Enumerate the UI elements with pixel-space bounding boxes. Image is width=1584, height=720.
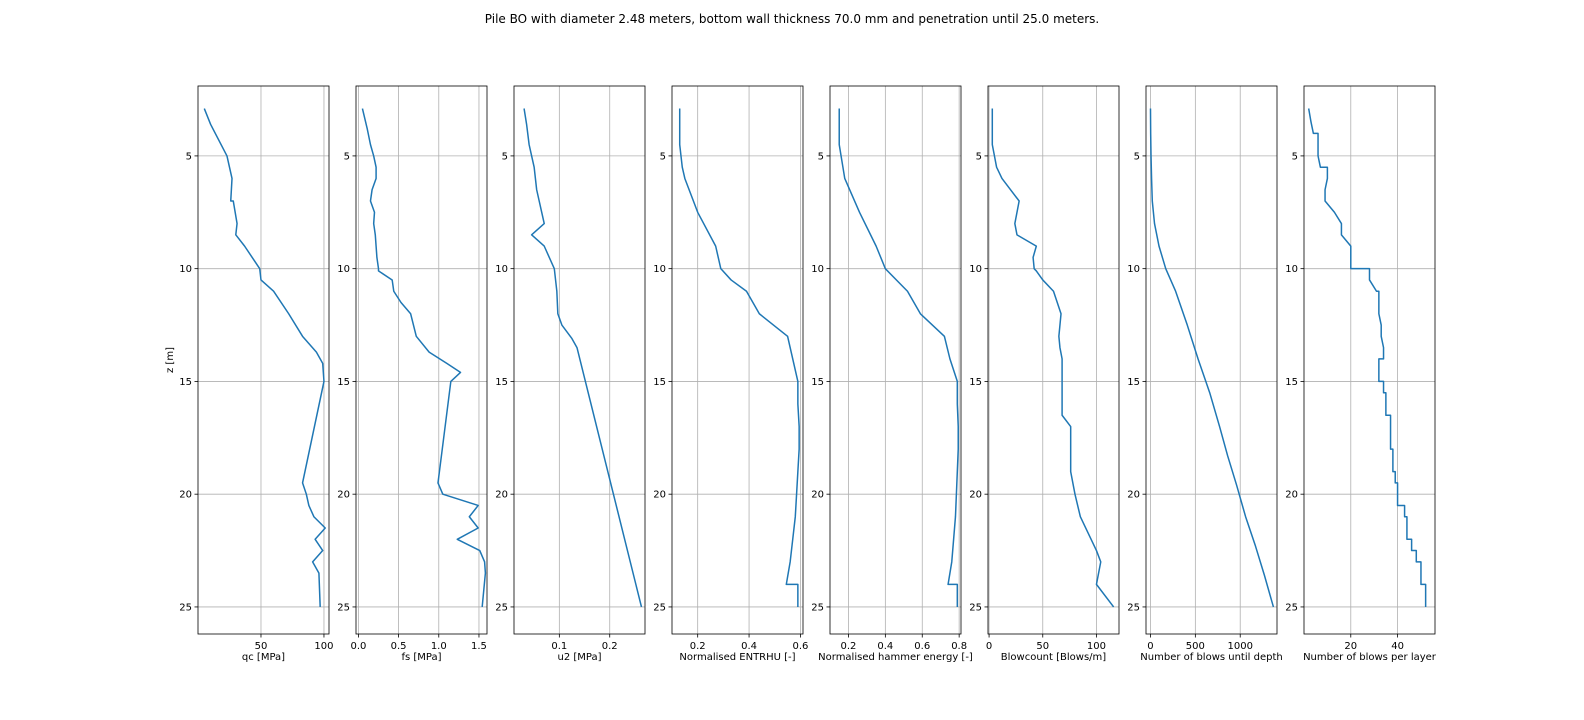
y-tick-label: 15 xyxy=(1285,377,1298,388)
x-tick-label: 0.1 xyxy=(551,641,567,652)
axes-frame xyxy=(1303,85,1436,635)
y-tick-label: 25 xyxy=(179,602,192,613)
y-tick-label: 10 xyxy=(495,264,508,275)
x-axis-label: fs [MPa] xyxy=(401,652,441,663)
x-axis-label: Number of blows per layer xyxy=(1303,652,1437,663)
y-tick-label: 25 xyxy=(653,602,666,613)
series-line xyxy=(203,108,326,607)
x-tick-label: 40 xyxy=(1391,641,1404,652)
series-line xyxy=(361,108,487,608)
y-tick-label: 20 xyxy=(179,490,192,501)
y-tick-label: 20 xyxy=(495,490,508,501)
y-tick-label: 25 xyxy=(811,602,824,613)
y-tick-label: 20 xyxy=(969,490,982,501)
y-tick-label: 15 xyxy=(179,377,192,388)
subplot-3: 0.1 0.2 5 10 15 20 25 u2 [MPa] xyxy=(495,85,646,663)
series-line xyxy=(1149,108,1275,608)
x-tick-label: 1.0 xyxy=(431,641,447,652)
y-tick-label: 15 xyxy=(811,377,824,388)
x-axis-label: Number of blows until depth xyxy=(1140,652,1282,663)
y-tick-label: 15 xyxy=(495,377,508,388)
x-axis-label: u2 [MPa] xyxy=(557,652,601,663)
subplot-2: 0.0 0.5 1.0 1.5 5 10 15 20 25 fs [MPa] xyxy=(337,85,488,663)
y-tick-label: 15 xyxy=(337,377,350,388)
axes-frame xyxy=(513,85,646,635)
y-axis-label: z [m] xyxy=(165,347,176,373)
y-tick-label: 25 xyxy=(969,602,982,613)
subplot-8: 20 40 5 10 15 20 25 Number of blows per layer xyxy=(1285,85,1437,663)
y-tick-label: 10 xyxy=(969,264,982,275)
y-tick-label: 25 xyxy=(1127,602,1140,613)
y-tick-label: 25 xyxy=(337,602,350,613)
series-line xyxy=(523,108,643,608)
y-tick-label: 20 xyxy=(337,490,350,501)
x-tick-label: 0.2 xyxy=(840,641,856,652)
y-tick-label: 10 xyxy=(337,264,350,275)
y-tick-label: 5 xyxy=(1292,151,1298,162)
y-tick-label: 15 xyxy=(969,377,982,388)
series-line xyxy=(991,108,1115,608)
y-tick-label: 25 xyxy=(1285,602,1298,613)
y-tick-label: 10 xyxy=(1285,264,1298,275)
x-tick-label: 0.4 xyxy=(741,641,757,652)
y-tick-label: 10 xyxy=(179,264,192,275)
x-tick-label: 0 xyxy=(1147,641,1153,652)
y-tick-label: 20 xyxy=(811,490,824,501)
y-tick-label: 5 xyxy=(660,151,666,162)
y-tick-label: 15 xyxy=(653,377,666,388)
x-tick-label: 500 xyxy=(1186,641,1205,652)
x-axis-label: Normalised hammer energy [-] xyxy=(818,652,973,663)
x-tick-label: 0.5 xyxy=(391,641,407,652)
y-tick-label: 5 xyxy=(502,151,508,162)
x-tick-label: 0.2 xyxy=(690,641,706,652)
x-tick-label: 0.2 xyxy=(602,641,618,652)
subplot-1: 50 100 5 10 15 20 25 qc [MPa] z [m] xyxy=(165,85,334,663)
x-tick-label: 100 xyxy=(314,641,333,652)
axes-frame xyxy=(197,85,330,635)
y-tick-label: 10 xyxy=(653,264,666,275)
series-line xyxy=(1307,108,1427,607)
subplot-6: 0 50 100 5 10 15 20 25 Blowcount [Blows/m] xyxy=(969,85,1120,663)
axes-frame xyxy=(671,85,804,635)
x-tick-label: 0.4 xyxy=(877,641,893,652)
y-tick-label: 5 xyxy=(1134,151,1140,162)
x-axis-label: qc [MPa] xyxy=(242,652,285,663)
y-tick-label: 20 xyxy=(1285,490,1298,501)
x-axis-label: Normalised ENTRHU [-] xyxy=(679,652,795,663)
y-tick-label: 5 xyxy=(818,151,824,162)
x-tick-label: 100 xyxy=(1087,641,1106,652)
y-tick-label: 20 xyxy=(1127,490,1140,501)
series-line xyxy=(678,108,800,607)
x-tick-label: 0.6 xyxy=(792,641,808,652)
x-axis-label: Blowcount [Blows/m] xyxy=(1001,652,1106,663)
y-tick-label: 25 xyxy=(495,602,508,613)
y-tick-label: 15 xyxy=(1127,377,1140,388)
y-tick-label: 5 xyxy=(344,151,350,162)
y-tick-label: 5 xyxy=(186,151,192,162)
subplot-7: 0 500 1000 5 10 15 20 25 Number of blows until d… xyxy=(1127,85,1283,663)
x-tick-label: 1.5 xyxy=(471,641,487,652)
subplot-5: 0.2 0.4 0.6 0.8 5 10 15 20 25 Normalised hammer e… xyxy=(811,85,973,663)
x-tick-label: 0.0 xyxy=(350,641,366,652)
y-tick-label: 10 xyxy=(1127,264,1140,275)
x-tick-label: 1000 xyxy=(1227,641,1252,652)
axes-frame xyxy=(355,85,488,635)
axes-frame xyxy=(987,85,1120,635)
y-tick-label: 5 xyxy=(976,151,982,162)
axes-frame xyxy=(1145,85,1278,635)
y-tick-label: 20 xyxy=(653,490,666,501)
y-tick-label: 10 xyxy=(811,264,824,275)
subplot-4: 0.2 0.4 0.6 5 10 15 20 25 Normalised ENTRHU [-] xyxy=(653,85,808,663)
x-tick-label: 0.6 xyxy=(914,641,930,652)
x-tick-label: 20 xyxy=(1344,641,1357,652)
x-tick-label: 0 xyxy=(986,641,992,652)
x-tick-label: 0.8 xyxy=(951,641,967,652)
series-line xyxy=(838,108,959,607)
chart-title: Pile BO with diameter 2.48 meters, botto… xyxy=(485,12,1099,26)
x-tick-label: 50 xyxy=(255,641,268,652)
axes-frame xyxy=(829,85,962,635)
x-tick-label: 50 xyxy=(1036,641,1049,652)
